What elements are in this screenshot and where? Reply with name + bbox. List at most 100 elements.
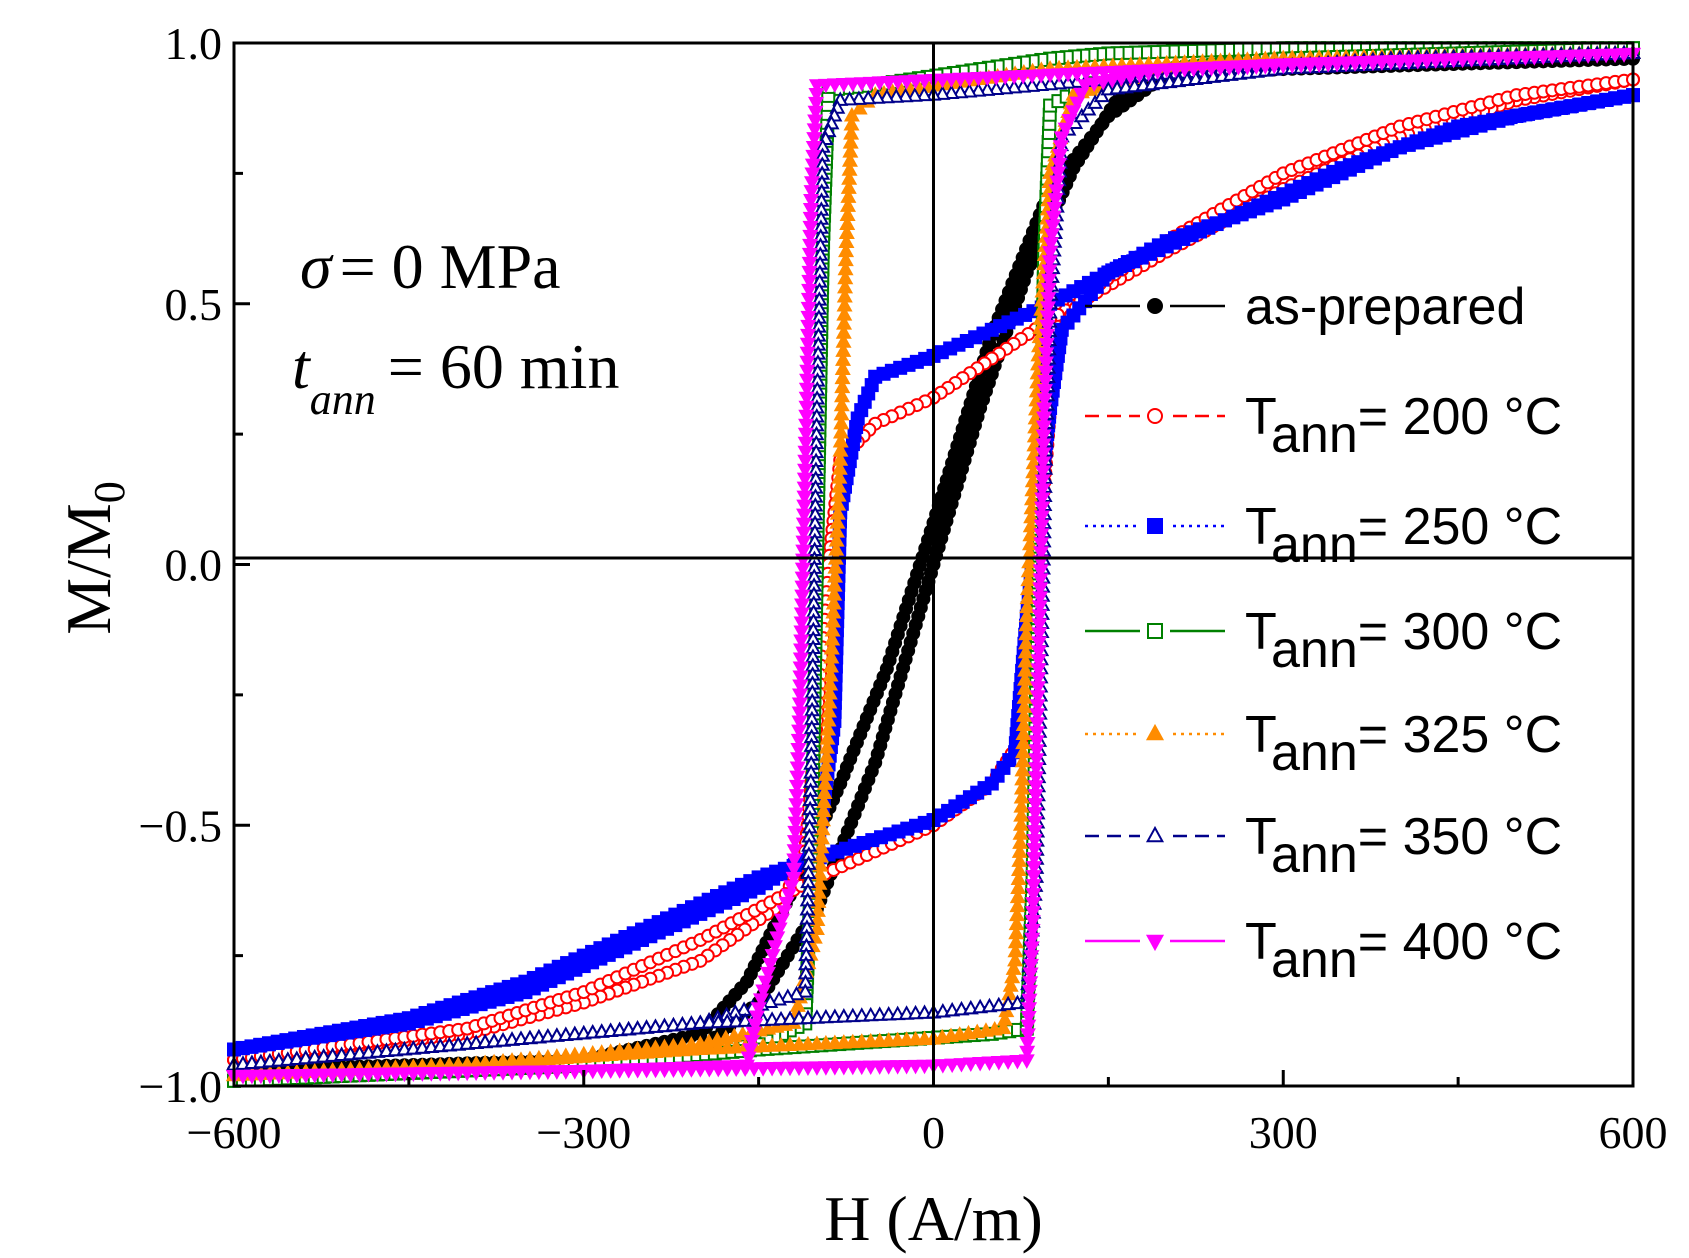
data-point-marker (1015, 78, 1032, 93)
data-point-marker (797, 427, 814, 443)
data-point-marker (792, 670, 809, 685)
legend-item-4: Tann= 325 °C (1085, 706, 1562, 782)
data-point-marker (387, 1067, 404, 1083)
legend-label: Tann= 325 °C (1245, 706, 1562, 782)
data-point-marker (728, 1062, 745, 1078)
data-point-marker (279, 1069, 296, 1084)
data-point-marker (297, 1069, 314, 1084)
data-point-marker (782, 1061, 799, 1077)
data-point-marker (611, 1064, 628, 1079)
data-point-marker (796, 472, 813, 488)
data-point-marker (234, 1069, 251, 1085)
data-point-marker (826, 1061, 843, 1076)
data-point-marker (1418, 54, 1435, 70)
data-point-marker (1018, 607, 1035, 623)
data-point-marker (1526, 51, 1543, 66)
data-point-marker (802, 211, 819, 227)
data-point-marker (799, 1061, 816, 1076)
data-point-marker (806, 123, 823, 138)
data-point-marker (934, 85, 951, 100)
data-point-marker (692, 1063, 709, 1078)
data-point-marker (342, 1068, 359, 1083)
data-point-marker (764, 949, 781, 964)
data-point-marker (1007, 933, 1024, 949)
data-point-marker (477, 1066, 494, 1081)
data-point-marker (1463, 53, 1480, 68)
data-point-marker (1346, 57, 1363, 72)
data-point-marker (755, 984, 772, 1000)
data-point-marker (1293, 59, 1310, 74)
data-point-marker (1014, 743, 1031, 759)
data-point-marker (795, 526, 812, 542)
data-point-marker (797, 983, 814, 998)
data-point-marker (988, 80, 1005, 96)
data-point-marker (798, 400, 815, 416)
data-point-marker (796, 481, 813, 497)
data-point-marker (1445, 53, 1462, 69)
data-point-marker (794, 580, 811, 596)
data-point-marker (791, 715, 808, 730)
data-point-marker (1329, 57, 1346, 73)
data-point-marker (785, 871, 802, 887)
data-point-marker (943, 84, 960, 100)
data-point-marker (602, 1064, 619, 1079)
data-point-marker (1147, 298, 1163, 314)
data-point-marker (916, 86, 933, 102)
data-point-marker (990, 1055, 1007, 1071)
data-point-marker (1026, 436, 1043, 452)
data-point-marker (796, 490, 813, 506)
data-point-marker (566, 1064, 583, 1080)
data-point-marker (1149, 65, 1166, 80)
data-point-marker (860, 89, 877, 105)
legend-label-rest: = 250 °C (1358, 498, 1562, 556)
data-point-marker (797, 463, 814, 479)
data-point-marker (789, 779, 806, 795)
data-point-marker (897, 87, 914, 103)
data-point-marker (369, 1067, 386, 1083)
data-point-marker (798, 409, 815, 425)
data-point-marker (647, 1063, 664, 1079)
x-tick-label: 600 (1599, 1107, 1668, 1158)
data-point-marker (851, 100, 868, 115)
data-point-marker (1131, 68, 1148, 84)
legend-item-3: Tann= 300 °C (1085, 603, 1562, 679)
data-point-marker (792, 679, 809, 694)
data-point-marker (771, 990, 788, 1006)
data-point-marker (1203, 62, 1220, 77)
data-point-marker (808, 79, 825, 94)
legend-label-main: as-prepared (1245, 278, 1525, 336)
legend-item-2: Tann= 250 °C (1085, 498, 1562, 574)
data-point-marker (1023, 508, 1040, 524)
data-point-marker (795, 544, 812, 560)
data-point-marker (683, 1063, 700, 1078)
data-point-marker (755, 1062, 772, 1077)
data-point-marker (656, 1063, 673, 1079)
data-point-marker (1122, 70, 1139, 85)
data-point-marker (792, 652, 809, 667)
data-point-marker (539, 1065, 556, 1080)
sigma-symbol: σ (300, 231, 334, 302)
data-point-marker (1008, 915, 1025, 931)
data-point-marker (1021, 553, 1038, 569)
data-point-marker (1517, 51, 1534, 67)
data-point-marker (710, 1062, 727, 1078)
data-point-marker (1025, 463, 1042, 479)
legend-label-rest: = 325 °C (1358, 706, 1562, 764)
data-point-marker (793, 625, 810, 641)
data-point-marker (1021, 535, 1038, 551)
data-point-marker (1017, 643, 1034, 659)
data-point-marker (1016, 689, 1033, 704)
data-point-marker (801, 247, 818, 263)
data-point-marker (981, 1056, 998, 1071)
data-point-marker (521, 1065, 538, 1081)
data-point-marker (748, 1010, 765, 1025)
data-point-marker (1004, 968, 1021, 984)
sigma-annotation: σ = 0 MPa (300, 231, 561, 302)
data-point-marker (1015, 707, 1032, 722)
data-point-marker (788, 789, 805, 804)
data-point-marker (764, 1062, 781, 1077)
data-point-marker (750, 1002, 767, 1017)
data-point-marker (916, 1059, 933, 1075)
y-tick-label: 0.5 (165, 279, 223, 330)
